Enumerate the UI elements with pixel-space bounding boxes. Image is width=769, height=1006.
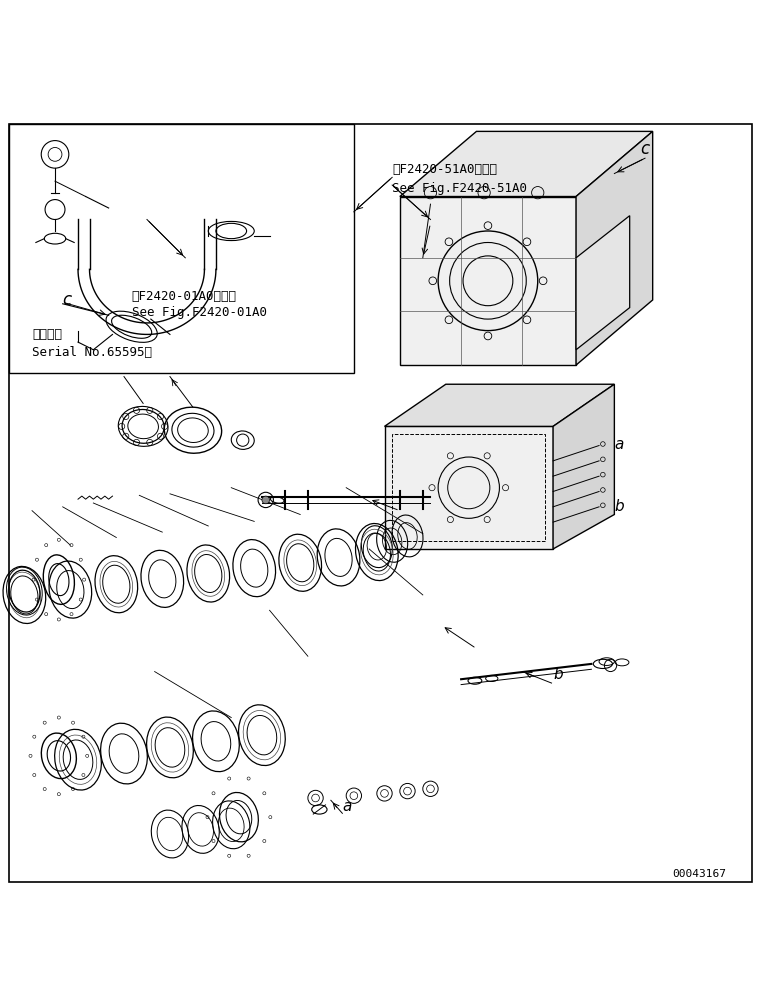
- Text: 00043167: 00043167: [672, 869, 726, 879]
- Text: b: b: [553, 667, 563, 682]
- Text: 適用号機: 適用号機: [32, 328, 62, 341]
- Text: 第F2420-01A0図参照: 第F2420-01A0図参照: [131, 290, 237, 303]
- Text: Serial No.65595～: Serial No.65595～: [32, 345, 152, 358]
- Text: See Fig.F2420-51A0: See Fig.F2420-51A0: [392, 182, 528, 195]
- Polygon shape: [576, 132, 653, 365]
- Text: a: a: [342, 799, 351, 814]
- Text: b: b: [614, 499, 624, 514]
- Circle shape: [262, 496, 270, 504]
- Text: 第F2420-51A0図参照: 第F2420-51A0図参照: [392, 163, 498, 176]
- Text: c: c: [63, 292, 72, 309]
- Text: See Fig.F2420-01A0: See Fig.F2420-01A0: [131, 307, 267, 320]
- Bar: [9, 124, 354, 373]
- Polygon shape: [384, 384, 614, 427]
- Polygon shape: [576, 215, 630, 350]
- Polygon shape: [400, 196, 576, 365]
- Text: a: a: [614, 438, 624, 453]
- Text: c: c: [641, 141, 650, 158]
- Polygon shape: [553, 384, 614, 549]
- Polygon shape: [400, 132, 653, 196]
- Polygon shape: [384, 427, 553, 549]
